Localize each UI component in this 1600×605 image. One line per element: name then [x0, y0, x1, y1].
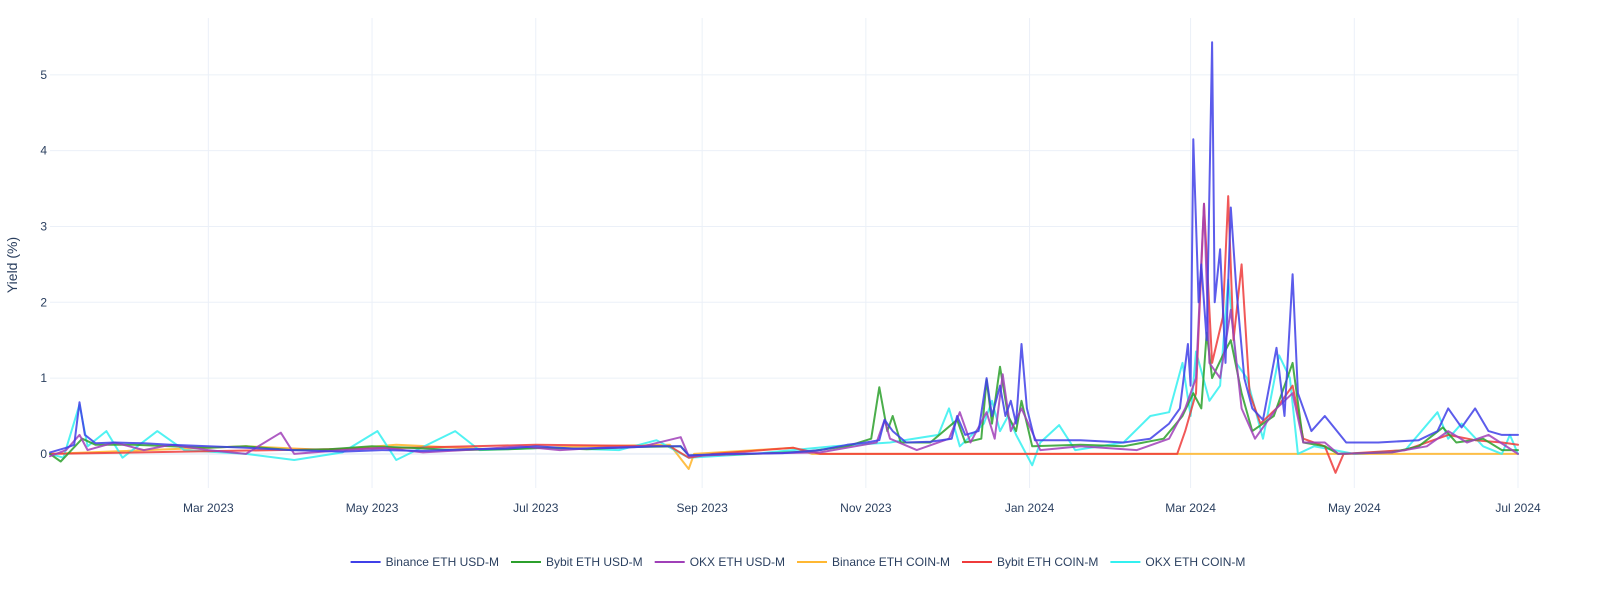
x-axis: Mar 2023 May 2023 Jul 2023 Sep 2023 Nov 2023… [183, 501, 1541, 515]
legend-label: Binance ETH COIN-M [832, 555, 950, 569]
plot-area [49, 41, 1519, 474]
x-tick-label: Jul 2023 [513, 501, 559, 515]
legend-label: Binance ETH USD-M [386, 555, 499, 569]
legend-item[interactable]: Bybit ETH COIN-M [962, 555, 1098, 569]
legend-label: OKX ETH USD-M [690, 555, 785, 569]
x-tick-label: Mar 2023 [183, 501, 234, 515]
legend-label: Bybit ETH COIN-M [997, 555, 1098, 569]
y-axis-title: Yield (%) [4, 237, 20, 293]
legend-item[interactable]: Binance ETH USD-M [350, 555, 499, 569]
legend-item[interactable]: OKX ETH COIN-M [1110, 555, 1245, 569]
series-line-bybit-eth-usd-m [49, 331, 1519, 463]
y-tick-label: 2 [40, 295, 47, 309]
series-line-bybit-eth-coin-m [49, 195, 1519, 474]
legend-label: OKX ETH COIN-M [1145, 555, 1245, 569]
series-line-okx-eth-usd-m [49, 202, 1519, 458]
series-line-binance-eth-usd-m [49, 41, 1519, 457]
legend-item[interactable]: OKX ETH USD-M [654, 555, 785, 569]
legend: Binance ETH USD-M Bybit ETH USD-M OKX ETH … [350, 555, 1245, 569]
y-axis: 0 1 2 3 4 5 [40, 68, 47, 461]
y-tick-label: 0 [40, 447, 47, 461]
legend-label: Bybit ETH USD-M [546, 555, 643, 569]
y-tick-label: 1 [40, 371, 47, 385]
x-tick-label: Jul 2024 [1495, 501, 1541, 515]
x-tick-label: Jan 2024 [1005, 501, 1055, 515]
x-tick-label: Sep 2023 [676, 501, 728, 515]
legend-item[interactable]: Bybit ETH USD-M [511, 555, 643, 569]
legend-item[interactable]: Binance ETH COIN-M [797, 555, 950, 569]
x-tick-label: May 2023 [346, 501, 399, 515]
series-line-okx-eth-coin-m [49, 278, 1519, 467]
x-tick-label: May 2024 [1328, 501, 1381, 515]
x-tick-label: Nov 2023 [840, 501, 892, 515]
y-tick-label: 3 [40, 219, 47, 233]
y-tick-label: 4 [40, 144, 47, 158]
y-tick-label: 5 [40, 68, 47, 82]
x-tick-label: Mar 2024 [1165, 501, 1216, 515]
